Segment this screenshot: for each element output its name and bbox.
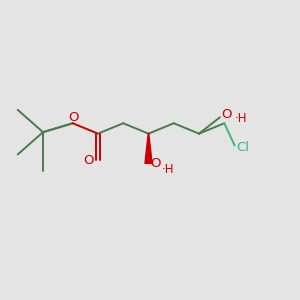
Text: O: O	[151, 157, 161, 170]
Text: Cl: Cl	[236, 141, 250, 154]
Text: ·H: ·H	[235, 112, 247, 125]
Text: ·H: ·H	[162, 164, 174, 176]
Polygon shape	[145, 134, 152, 164]
Text: O: O	[83, 154, 94, 167]
Text: O: O	[221, 108, 232, 122]
Text: O: O	[68, 111, 78, 124]
